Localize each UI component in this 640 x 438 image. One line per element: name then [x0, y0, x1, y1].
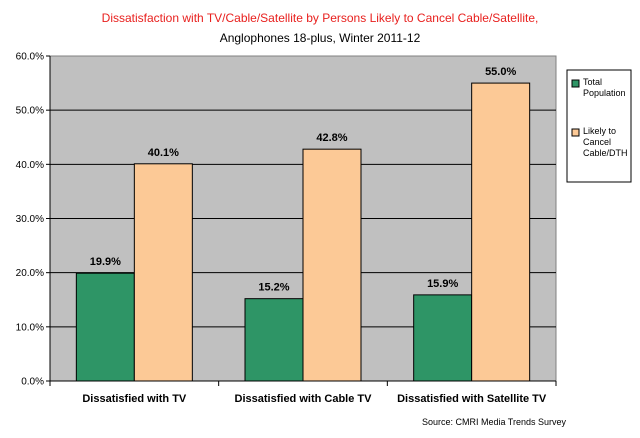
y-axis-ticks: 0.0% 10.0% 20.0% 30.0% 40.0% 50.0% 60.0% — [16, 52, 50, 388]
data-label: 42.8% — [316, 132, 347, 144]
legend-label-line: Cancel — [583, 137, 611, 147]
x-category-label: Dissatisfied with Satellite TV — [397, 393, 547, 405]
y-tick-label: 40.0% — [16, 160, 44, 171]
bar-likely-to-cancel-2 — [471, 82, 531, 382]
x-category-label: Dissatisfied with Cable TV — [235, 393, 373, 405]
legend-swatch-total-population — [571, 79, 580, 88]
bar-likely-to-cancel-0 — [133, 163, 193, 382]
legend-label-line: Population — [583, 88, 626, 98]
y-tick-label: 50.0% — [16, 106, 44, 117]
data-label: 55.0% — [485, 66, 516, 78]
y-tick-label: 30.0% — [16, 214, 44, 225]
legend-swatch-likely-to-cancel — [571, 128, 580, 137]
legend-box — [566, 69, 632, 183]
x-axis-ticks — [49, 381, 557, 386]
data-labels: 19.9% 40.1% 15.2% 42.8% 15.9% 55.0% — [90, 66, 517, 294]
chart-subtitle: Anglophones 18-plus, Winter 2011-12 — [220, 31, 421, 45]
x-axis-categories: Dissatisfied with TV Dissatisfied with Ca… — [82, 393, 547, 405]
bar-total-population-1 — [244, 298, 304, 382]
chart-title: Dissatisfaction with TV/Cable/Satellite … — [102, 11, 539, 25]
y-tick-label: 20.0% — [16, 268, 44, 279]
y-tick-label: 10.0% — [16, 322, 44, 333]
bars — [75, 82, 531, 382]
x-category-label: Dissatisfied with TV — [82, 393, 187, 405]
legend-label-total-population: Total Population — [583, 77, 626, 98]
y-tick-label: 0.0% — [21, 377, 44, 388]
bar-total-population-0 — [75, 272, 135, 382]
legend: Total Population Likely to Cancel Cable/DTH — [566, 69, 632, 183]
bar-likely-to-cancel-1 — [302, 148, 362, 382]
legend-label-line: Cable/DTH — [583, 148, 628, 158]
y-tick-label: 60.0% — [16, 52, 44, 63]
source-note: Source: CMRI Media Trends Survey — [422, 417, 567, 427]
data-label: 19.9% — [90, 256, 121, 268]
bar-total-population-2 — [413, 294, 473, 382]
legend-label-line: Total — [583, 77, 602, 87]
data-label: 40.1% — [148, 147, 179, 159]
data-label: 15.9% — [427, 278, 458, 290]
data-label: 15.2% — [258, 282, 289, 294]
legend-label-likely-to-cancel: Likely to Cancel Cable/DTH — [583, 126, 628, 158]
legend-label-line: Likely to — [583, 126, 616, 136]
